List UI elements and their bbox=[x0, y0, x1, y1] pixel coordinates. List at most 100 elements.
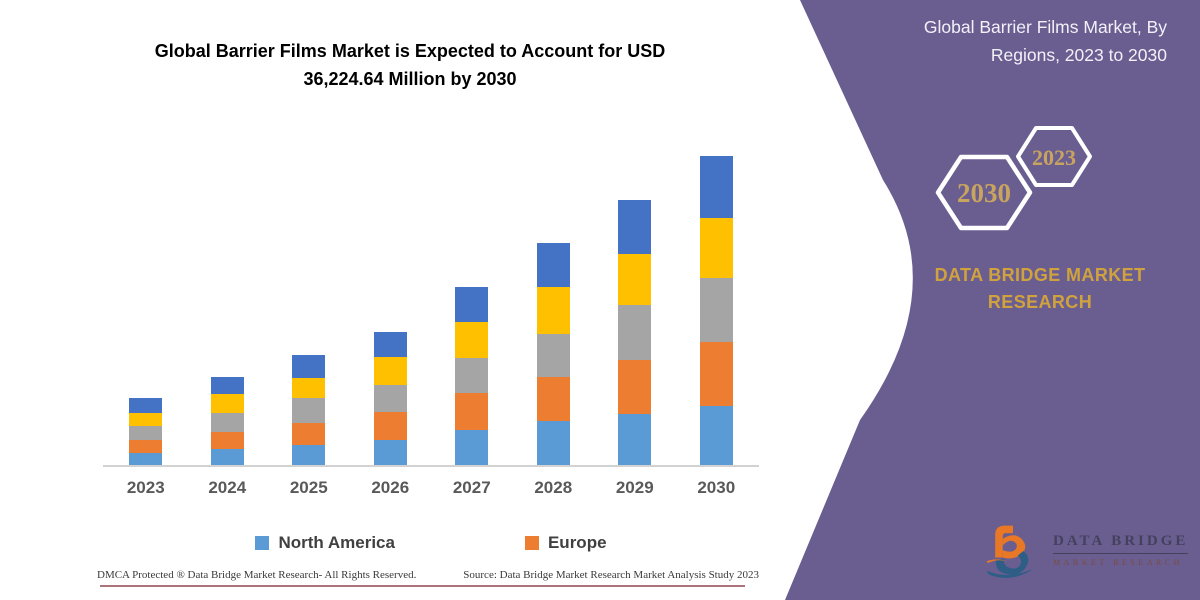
logo-b-bowl bbox=[1002, 535, 1026, 559]
chart-title-line1: Global Barrier Films Market is Expected … bbox=[154, 41, 666, 61]
bar-slot-2026 bbox=[350, 0, 432, 466]
footer-dmca-text: DMCA Protected ® Data Bridge Market Rese… bbox=[97, 569, 417, 581]
footer-divider-line bbox=[100, 585, 745, 587]
bar-segment bbox=[536, 287, 570, 334]
bar-slot-2030 bbox=[676, 0, 758, 466]
data-bridge-logo-icon bbox=[986, 525, 1034, 578]
logo-tagline: MARKET RESEARCH bbox=[1053, 558, 1183, 567]
x-axis-labels: 2023 2024 2025 2026 2027 2028 2029 2030 bbox=[105, 478, 757, 498]
bar-segment bbox=[536, 377, 570, 421]
bar-segment bbox=[699, 406, 733, 466]
stacked-bar-2024 bbox=[210, 376, 244, 466]
bar-segment bbox=[618, 200, 652, 254]
hexagon-2023 bbox=[1016, 126, 1092, 187]
bar-segment bbox=[373, 385, 407, 413]
logo-orange-swoosh bbox=[986, 559, 1008, 564]
bar-slot-2027 bbox=[431, 0, 513, 466]
bar-segment bbox=[373, 357, 407, 385]
x-axis-label-2029: 2029 bbox=[615, 478, 654, 497]
chart-legend: North America Europe bbox=[105, 533, 757, 553]
brand-heading-line1: DATA BRIDGE MARKET bbox=[934, 265, 1146, 285]
bar-segment bbox=[373, 332, 407, 358]
stacked-bar-2026 bbox=[373, 332, 407, 466]
bar-segment bbox=[618, 413, 652, 466]
hexagon-2023-label: 2023 bbox=[1032, 145, 1076, 170]
bar-segment bbox=[210, 448, 244, 466]
bar-segment bbox=[455, 358, 489, 394]
bar-slot-2025 bbox=[268, 0, 350, 466]
logo-d-swoosh bbox=[995, 550, 1029, 575]
legend-item-europe: Europe bbox=[524, 533, 607, 553]
legend-swatch bbox=[255, 536, 270, 550]
bar-segment bbox=[292, 355, 326, 378]
footer-source-text: Source: Data Bridge Market Research Mark… bbox=[463, 569, 759, 581]
chart-title-line2: 36,224.64 Million by 2030 bbox=[303, 68, 517, 89]
stacked-bar-2029 bbox=[618, 200, 652, 466]
hexagon-2030 bbox=[935, 154, 1033, 231]
hexagon-2030-label: 2030 bbox=[957, 178, 1011, 208]
x-axis-label-2023: 2023 bbox=[126, 478, 165, 497]
bar-segment bbox=[455, 393, 489, 430]
bar-segment bbox=[618, 253, 652, 305]
bar-segment bbox=[455, 322, 489, 359]
panel-heading: Global Barrier Films Market, By Regions,… bbox=[923, 17, 1167, 65]
bar-segment bbox=[292, 422, 326, 446]
footer: DMCA Protected ® Data Bridge Market Rese… bbox=[97, 569, 759, 581]
bar-segment bbox=[699, 218, 733, 279]
bar-segment bbox=[699, 342, 733, 407]
x-axis-label-2027: 2027 bbox=[452, 478, 491, 497]
stacked-bar-2030 bbox=[699, 156, 733, 466]
bar-segment bbox=[536, 333, 570, 378]
bar-segment bbox=[455, 429, 489, 466]
purple-side-panel: 2030 2023 bbox=[785, 0, 1200, 600]
bar-segment bbox=[373, 412, 407, 440]
brand-heading: DATA BRIDGE MARKET RESEARCH bbox=[905, 262, 1175, 316]
logo-text: DATA BRIDGE MARKET RESEARCH bbox=[1053, 533, 1189, 567]
x-axis-label-2025: 2025 bbox=[289, 478, 328, 497]
bar-segment bbox=[129, 440, 163, 453]
bar-segment bbox=[373, 440, 407, 466]
brand-heading-line2: RESEARCH bbox=[987, 292, 1093, 312]
stacked-bar-2023 bbox=[129, 398, 163, 466]
logo-name: DATA BRIDGE bbox=[1053, 533, 1189, 554]
stacked-bar-2028 bbox=[536, 243, 570, 466]
chart-title: Global Barrier Films Market is Expected … bbox=[100, 38, 720, 94]
legend-swatch bbox=[524, 536, 539, 550]
bar-segment bbox=[618, 360, 652, 414]
bar-segment bbox=[210, 431, 244, 449]
x-axis-line bbox=[103, 465, 759, 467]
bar-segment bbox=[292, 377, 326, 398]
bar-segment bbox=[536, 243, 570, 288]
legend-label: Europe bbox=[547, 533, 607, 552]
x-axis-label-2026: 2026 bbox=[371, 478, 410, 497]
x-axis-label-2028: 2028 bbox=[534, 478, 573, 497]
bar-segment bbox=[129, 425, 163, 440]
logo-underline-swoosh bbox=[986, 568, 1034, 578]
bar-segment bbox=[618, 304, 652, 360]
bar-segment bbox=[129, 398, 163, 413]
legend-label: North America bbox=[278, 533, 395, 552]
bar-segment bbox=[536, 421, 570, 466]
stacked-bar-2025 bbox=[292, 355, 326, 466]
bar-segment bbox=[129, 412, 163, 426]
bar-slot-2023 bbox=[105, 0, 187, 466]
bar-segment bbox=[455, 286, 489, 322]
stacked-bar-plot bbox=[105, 0, 757, 466]
purple-panel-shape bbox=[785, 0, 1200, 600]
bar-segment bbox=[210, 412, 244, 432]
bar-segment bbox=[699, 156, 733, 219]
data-bridge-logo: DATA BRIDGE MARKET RESEARCH bbox=[983, 520, 1189, 580]
bar-slot-2028 bbox=[513, 0, 595, 466]
bar-segment bbox=[129, 453, 163, 466]
bar-segment bbox=[210, 376, 244, 394]
bar-segment bbox=[292, 445, 326, 466]
bar-segment bbox=[292, 397, 326, 423]
bar-segment bbox=[210, 394, 244, 413]
x-axis-label-2024: 2024 bbox=[208, 478, 247, 497]
legend-item-north-america: North America bbox=[255, 533, 395, 553]
bar-slot-2029 bbox=[594, 0, 676, 466]
bar-segment bbox=[699, 278, 733, 343]
bar-slot-2024 bbox=[187, 0, 269, 466]
x-axis-label-2030: 2030 bbox=[697, 478, 736, 497]
logo-b-stem bbox=[995, 525, 1013, 558]
